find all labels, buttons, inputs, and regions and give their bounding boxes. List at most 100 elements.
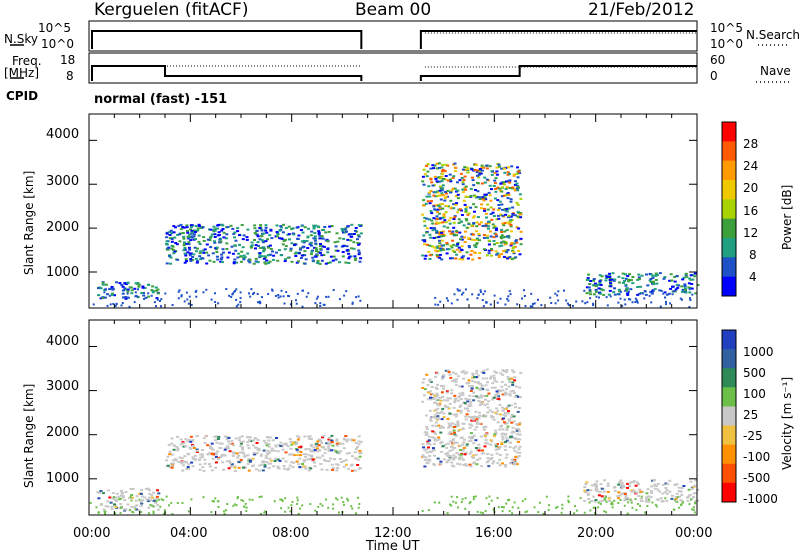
echo-cell-velocity [134,499,138,502]
ground-scatter-velocity [604,499,607,501]
echo-cell-velocity [486,381,489,384]
echo-cell-power [512,252,516,255]
echo-cell-power [460,238,464,241]
echo-cell-power [254,257,258,260]
echo-cell-power [476,169,479,172]
echo-cell-power [303,250,307,253]
ground-scatter-velocity [245,510,248,512]
echo-cell-power [216,227,220,230]
echo-cell-power [637,276,641,279]
ground-scatter-power [289,303,292,306]
echo-cell-power [443,199,447,202]
ground-scatter-velocity [325,498,327,501]
echo-cell-power [168,255,172,258]
echo-cell-power [338,237,342,240]
echo-cell-velocity [434,421,438,424]
echo-cell-power [433,208,437,211]
echo-cell-velocity [679,490,683,493]
echo-cell-power [292,233,296,236]
echo-cell-power [183,247,187,249]
ground-scatter-power [688,306,691,308]
echo-cell-velocity [302,453,306,456]
echo-cell-power [478,196,482,199]
echo-cell-power [507,214,511,217]
echo-cell-power [253,224,257,227]
echo-cell-velocity [146,487,150,490]
echo-cell-power [655,274,659,276]
ground-scatter-power [301,305,304,308]
echo-cell-velocity [170,466,174,469]
echo-cell-velocity [518,433,522,436]
echo-cell-velocity [489,443,493,446]
echo-cell-power [475,238,479,241]
echo-cell-velocity [680,487,684,489]
ground-scatter-velocity [505,502,508,505]
echo-cell-power [459,220,463,223]
ground-scatter-velocity [640,495,643,498]
echo-cell-velocity [441,407,445,410]
echo-cell-power [350,233,354,236]
echo-cell-velocity [442,385,446,388]
echo-cell-power [193,231,197,233]
echo-cell-velocity [453,433,457,436]
echo-cell-velocity [622,485,626,488]
echo-cell-power [515,173,519,175]
echo-cell-power [215,255,219,258]
echo-cell-velocity [223,454,227,457]
echo-cell-power [503,183,506,186]
echo-cell-power [191,259,195,261]
echo-cell-power [519,216,523,219]
ground-scatter-velocity [301,504,304,507]
ground-scatter-power [271,288,273,291]
echo-cell-velocity [475,463,479,466]
echo-cell-velocity [325,442,329,445]
ground-scatter-power [598,296,600,299]
echo-cell-velocity [484,398,487,401]
echo-cell-velocity [494,429,498,432]
echo-cell-power [435,231,439,234]
echo-cell-power [499,241,503,244]
ground-scatter-velocity [152,510,155,513]
echo-cell-velocity [600,495,604,498]
echo-cell-velocity [214,456,218,458]
echo-cell-velocity [463,402,467,404]
echo-cell-power [156,288,160,291]
echo-cell-velocity [467,436,471,439]
echo-cell-velocity [473,381,477,384]
echo-cell-velocity [458,463,462,466]
echo-cell-velocity [135,495,139,498]
nsky-series-line [91,30,697,49]
echo-cell-power [443,170,447,173]
echo-cell-velocity [316,440,320,443]
ground-scatter-power [584,302,587,305]
echo-cell-power [497,254,501,257]
nsky-panel-frame [88,20,698,52]
echo-cell-velocity [661,492,665,495]
echo-cell-power [345,225,349,228]
echo-cell-power [264,256,268,259]
ground-scatter-power [325,295,328,298]
echo-cell-power [176,258,180,261]
echo-cell-velocity [274,444,278,447]
echo-cell-power [654,272,658,275]
ground-scatter-power [225,288,228,290]
echo-cell-power [429,227,433,230]
ground-scatter-power [128,305,131,308]
echo-cell-velocity [276,450,280,453]
echo-cell-power [442,244,446,247]
echo-cell-velocity [498,390,502,393]
echo-cell-velocity [455,441,459,444]
echo-cell-velocity [315,442,318,445]
ground-scatter-power [447,299,449,302]
echo-cell-velocity [434,425,438,428]
echo-cell-velocity [455,413,458,416]
ground-scatter-velocity [469,501,472,503]
ground-scatter-velocity [163,509,166,512]
ground-scatter-power [509,293,512,296]
echo-cell-power [682,276,686,279]
ground-scatter-velocity [508,498,511,501]
echo-cell-velocity [443,443,447,446]
echo-cell-velocity [510,431,514,434]
echo-cell-velocity [273,460,277,462]
echo-cell-velocity [226,446,230,448]
